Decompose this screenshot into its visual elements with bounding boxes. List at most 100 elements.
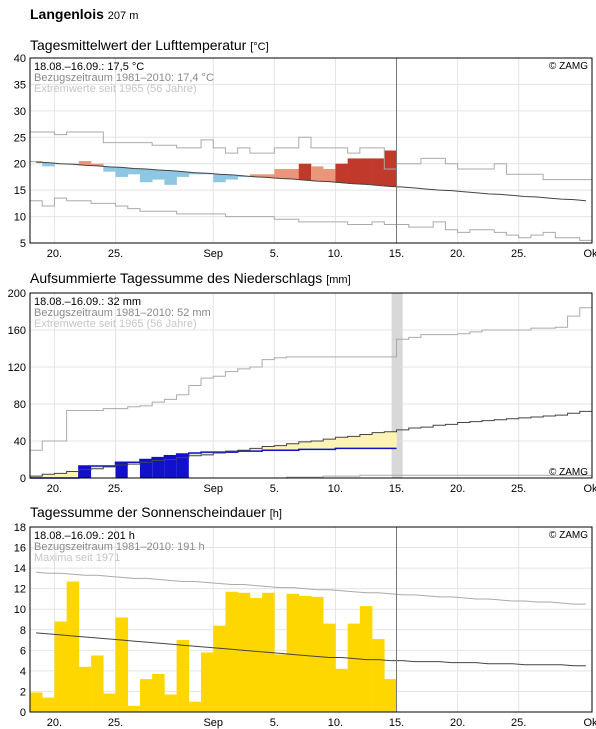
sunshine-bar xyxy=(274,654,287,712)
x-tick-label: 10. xyxy=(328,248,343,260)
precipitation-title-text: Aufsummierte Tagessumme des Niederschlag… xyxy=(30,270,323,286)
y-tick-label: 8 xyxy=(20,625,26,637)
y-tick-label: 25 xyxy=(14,132,26,144)
x-tick-label: 25. xyxy=(511,483,526,495)
x-tick-label: Okt xyxy=(583,717,596,729)
precipitation-deviation-band xyxy=(188,453,202,456)
x-tick-label: 25. xyxy=(108,717,123,729)
sunshine-max-line xyxy=(36,571,586,605)
temperature-chart-title: Tagesmittelwert der Lufttemperatur [°C] xyxy=(30,37,269,53)
x-tick-label: Sep xyxy=(203,483,223,495)
temperature-anomaly-bar xyxy=(115,167,129,177)
y-tick-label: 2 xyxy=(20,686,26,698)
sunshine-bar xyxy=(249,597,263,712)
temperature-anomaly-bar xyxy=(274,169,287,179)
y-tick-label: 4 xyxy=(20,666,26,678)
temperature-title-text: Tagesmittelwert der Lufttemperatur xyxy=(30,37,247,53)
x-tick-label: 20. xyxy=(450,717,465,729)
precipitation-deviation-band xyxy=(91,465,104,469)
x-tick-label: Okt xyxy=(583,483,596,495)
station-altitude: 207 m xyxy=(107,10,139,22)
sunshine-unit: [h] xyxy=(269,508,282,520)
plot-frame xyxy=(29,292,593,479)
sunshine-bar xyxy=(152,673,165,712)
y-tick-label: 20 xyxy=(14,159,26,171)
temperature-anomaly-bar xyxy=(384,150,397,187)
precipitation-deviation-band xyxy=(384,431,397,449)
temperature-anomaly-bar xyxy=(311,166,324,182)
x-tick-label: 5. xyxy=(270,483,279,495)
x-tick-label: 15. xyxy=(389,248,404,260)
sunshine-title-text: Tagessumme der Sonnenscheindauer xyxy=(30,504,266,520)
precipitation-observed-line xyxy=(30,447,397,479)
sunshine-bar xyxy=(139,679,153,712)
sunshine-mean-line xyxy=(36,632,586,667)
legend-entry: Extremwerte seit 1965 (56 Jahre) xyxy=(34,318,197,330)
precipitation-deviation-band xyxy=(372,432,385,449)
sunshine-bar xyxy=(201,652,214,712)
sunshine-bar xyxy=(372,639,385,712)
temperature-anomaly-bar xyxy=(225,174,238,180)
y-tick-label: 18 xyxy=(14,522,26,534)
temperature-anomaly-bar xyxy=(323,169,336,182)
precipitation-deviation-band xyxy=(30,476,43,478)
sunshine-bar xyxy=(30,692,43,712)
y-tick-label: 40 xyxy=(14,436,26,448)
sunshine-chart-title: Tagessumme der Sonnenscheindauer [h] xyxy=(30,504,282,520)
temperature-max-line xyxy=(30,131,592,181)
precipitation-deviation-band xyxy=(274,445,287,451)
precipitation-day-bar xyxy=(115,462,128,478)
y-tick-label: 15 xyxy=(14,185,26,197)
precipitation-deviation-band xyxy=(201,452,214,455)
legend-entry: Bezugszeitraum 1981–2010: 52 mm xyxy=(34,307,211,319)
x-tick-label: 15. xyxy=(389,717,404,729)
temperature-anomaly-bar xyxy=(237,175,251,177)
precipitation-unit: [mm] xyxy=(326,274,351,286)
precipitation-day-bar xyxy=(139,459,153,478)
precipitation-deviation-band xyxy=(262,446,275,451)
x-tick-label: Sep xyxy=(203,717,223,729)
x-tick-label: 20. xyxy=(450,483,465,495)
sunshine-bar xyxy=(91,655,104,712)
sunshine-bar xyxy=(127,705,141,712)
precipitation-deviation-band xyxy=(311,441,324,450)
temperature-anomaly-bar xyxy=(164,170,177,185)
x-tick-label: 25. xyxy=(511,717,526,729)
precipitation-deviation-band xyxy=(54,473,67,478)
plot-frame xyxy=(29,57,593,244)
y-tick-label: 35 xyxy=(14,79,26,91)
x-tick-label: 25. xyxy=(511,248,526,260)
y-tick-label: 10 xyxy=(14,212,26,224)
temperature-anomaly-bar xyxy=(201,173,214,175)
precipitation-deviation-band xyxy=(66,471,80,478)
temperature-anomaly-bar xyxy=(188,172,202,175)
temperature-min-line xyxy=(30,197,592,241)
precipitation-deviation-band xyxy=(323,439,336,450)
today-marker-bar xyxy=(391,293,403,478)
precipitation-deviation-band xyxy=(42,474,55,478)
temperature-anomaly-bar xyxy=(335,163,348,183)
x-tick-label: 15. xyxy=(389,483,404,495)
sunshine-bar xyxy=(42,697,55,712)
sunshine-bar xyxy=(103,693,116,712)
y-tick-label: 14 xyxy=(14,563,26,575)
y-tick-label: 10 xyxy=(14,604,26,616)
sunshine-bar xyxy=(384,679,397,712)
sunshine-bar xyxy=(188,701,202,712)
legend-entry: 18.08.–16.09.: 17,5 °C xyxy=(34,61,144,73)
sunshine-bar xyxy=(298,595,312,712)
y-tick-label: 30 xyxy=(14,106,26,118)
y-tick-label: 200 xyxy=(8,288,26,300)
y-tick-label: 120 xyxy=(8,362,26,374)
temperature-anomaly-bar xyxy=(372,158,385,186)
legend-entry: Extremwerte seit 1965 (56 Jahre) xyxy=(34,83,197,95)
y-tick-label: 80 xyxy=(14,399,26,411)
x-tick-label: 10. xyxy=(328,717,343,729)
x-tick-label: 25. xyxy=(108,483,123,495)
legend-entry: Bezugszeitraum 1981–2010: 191 h xyxy=(34,541,205,553)
x-tick-label: 5. xyxy=(270,717,279,729)
y-tick-label: 0 xyxy=(20,707,26,719)
